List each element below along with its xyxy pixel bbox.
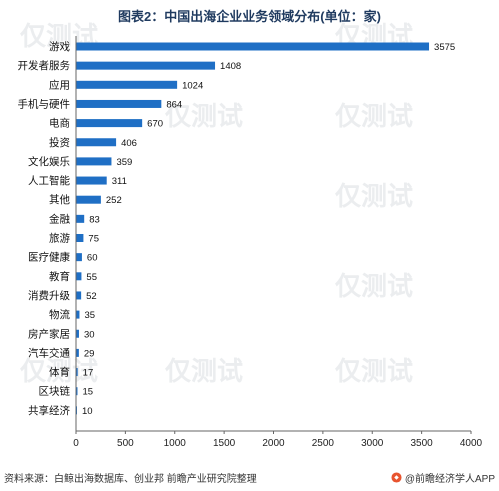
x-tick-label: 0 [73, 438, 79, 449]
bar [76, 214, 85, 223]
category-label: 文化娱乐 [28, 155, 70, 168]
brand-text: @前瞻经济学人APP [404, 474, 495, 485]
data-label: 60 [87, 253, 98, 264]
x-tick-label: 3500 [411, 438, 434, 449]
category-label: 手机与硬件 [18, 97, 71, 110]
data-label: 52 [86, 291, 97, 302]
bar [76, 310, 80, 319]
category-label: 电商 [49, 117, 70, 130]
bar [76, 272, 82, 281]
category-label: 投资 [49, 136, 70, 149]
category-label: 医疗健康 [28, 251, 70, 264]
brand-logo-icon [391, 472, 402, 483]
bar [76, 291, 82, 300]
source-text: 资料来源：白鲸出海数据库、创业邦 前瞻产业研究院整理 [4, 474, 257, 485]
data-label: 1408 [220, 61, 241, 72]
bar [76, 99, 162, 108]
data-label: 75 [88, 234, 99, 245]
bar [76, 348, 79, 357]
bar [76, 80, 178, 89]
data-label: 55 [86, 272, 97, 283]
category-label: 教育 [49, 270, 70, 283]
category-label: 区块链 [39, 385, 71, 398]
category-label: 金融 [49, 212, 70, 225]
category-label: 体育 [49, 366, 70, 379]
data-label: 3575 [434, 42, 455, 53]
chart-title: 图表2：中国出海企业业务领域分布(单位：家) [118, 9, 381, 24]
data-label: 670 [147, 119, 163, 130]
bar [76, 368, 78, 377]
x-tick-label: 1000 [164, 438, 187, 449]
bar [76, 61, 216, 70]
watermark-text: 仅测试 [165, 101, 243, 131]
bar [76, 195, 101, 204]
category-label: 开发者服务 [18, 59, 71, 72]
data-label: 30 [84, 329, 95, 340]
category-label: 汽车交通 [28, 346, 70, 359]
data-label: 15 [82, 387, 93, 398]
x-axis: 0 500 1000 1500 2000 2500 3000 3500 4000 [73, 36, 483, 449]
data-label: 406 [121, 138, 137, 149]
watermark-text: 仅测试 [335, 356, 413, 386]
bar [76, 138, 117, 147]
data-label: 1024 [182, 80, 203, 91]
bar [76, 42, 430, 51]
brand-credit: @前瞻经济学人APP [391, 470, 495, 485]
category-label: 人工智能 [28, 174, 70, 187]
data-label: 83 [89, 214, 100, 225]
category-label: 共享经济 [28, 404, 70, 417]
data-label: 252 [106, 195, 122, 206]
watermark-text: 仅测试 [165, 356, 243, 386]
x-tick-label: 500 [117, 438, 134, 449]
x-tick-label: 2500 [312, 438, 335, 449]
category-label: 物流 [49, 308, 70, 321]
footer: 资料来源：白鲸出海数据库、创业邦 前瞻产业研究院整理 @前瞻经济学人APP [4, 470, 495, 486]
watermark-text: 仅测试 [335, 181, 413, 211]
data-label: 29 [84, 348, 95, 359]
watermark-text: 仅测试 [335, 271, 413, 301]
watermark-text: 仅测试 [20, 356, 98, 386]
bar [76, 234, 84, 242]
x-tick-label: 3000 [361, 438, 384, 449]
data-label: 17 [83, 368, 94, 379]
x-tick-label: 1500 [213, 438, 236, 449]
data-label: 10 [82, 406, 93, 417]
bar [76, 119, 143, 128]
category-label: 消费升级 [28, 289, 70, 302]
bar [76, 253, 82, 262]
category-label: 应用 [49, 78, 70, 91]
data-label: 359 [116, 157, 132, 168]
data-label: 35 [84, 310, 95, 321]
x-tick-label: 2000 [262, 438, 285, 449]
bar [76, 387, 78, 396]
category-label: 游戏 [49, 40, 70, 53]
data-label: 864 [166, 99, 182, 110]
bar [76, 329, 79, 338]
category-label: 其他 [49, 193, 70, 206]
category-label: 房产家居 [28, 327, 70, 340]
category-label: 旅游 [49, 232, 70, 245]
bar [76, 157, 112, 166]
bar [76, 176, 107, 185]
watermark-text: 仅测试 [335, 101, 413, 131]
x-tick-label: 4000 [460, 438, 483, 449]
data-label: 311 [112, 176, 127, 187]
